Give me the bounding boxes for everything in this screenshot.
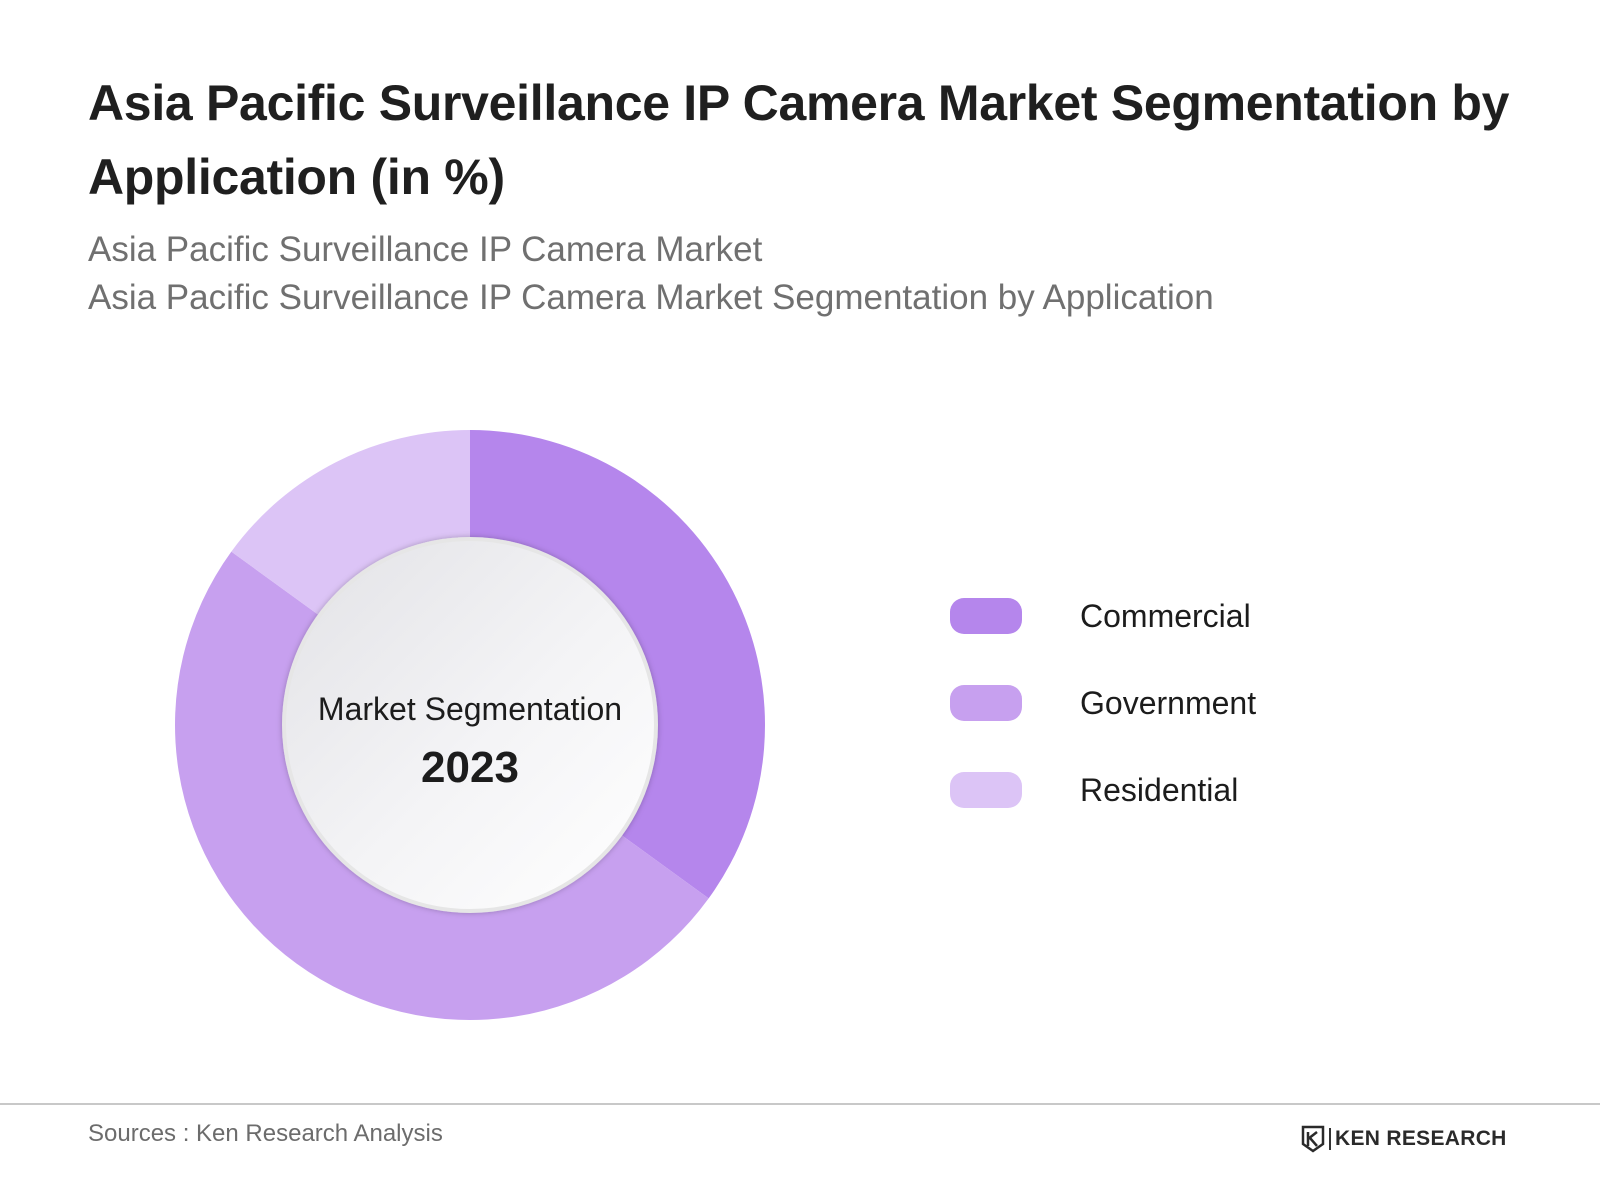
donut-slice-commercial [470,430,765,899]
legend-label-government: Government [1080,685,1257,721]
donut-center-year: 2023 [421,743,519,792]
chart-subtitle-market: Asia Pacific Surveillance IP Camera Mark… [88,230,763,269]
legend-item-commercial: Commercial [950,598,1370,638]
sources-note: Sources : Ken Research Analysis [88,1120,443,1147]
donut-slice-government [174,551,709,1021]
chart-subtitle-segmentation: Asia Pacific Surveillance IP Camera Mark… [88,278,1214,317]
legend-item-residential: Residential [950,772,1370,812]
ken-research-logo-text: KEN RESEARCH [1335,1127,1507,1150]
legend-item-government: Government [950,685,1370,725]
donut-center-disc [282,537,658,913]
donut-center-label: Market Segmentation [318,691,622,727]
legend-label-commercial: Commercial [1080,598,1251,634]
footer-divider [0,1103,1600,1105]
legend-label-residential: Residential [1080,772,1239,808]
donut-slice-residential [231,430,470,616]
legend-swatch-government [950,685,1022,721]
logo-separator [1329,1128,1331,1150]
chart-title: Asia Pacific Surveillance IP Camera Mark… [88,75,1510,205]
ken-research-logo-icon [1301,1125,1325,1153]
legend-swatch-residential [950,772,1022,808]
ken-research-logo: KEN RESEARCH [1300,1124,1507,1154]
legend-swatch-commercial [950,598,1022,634]
